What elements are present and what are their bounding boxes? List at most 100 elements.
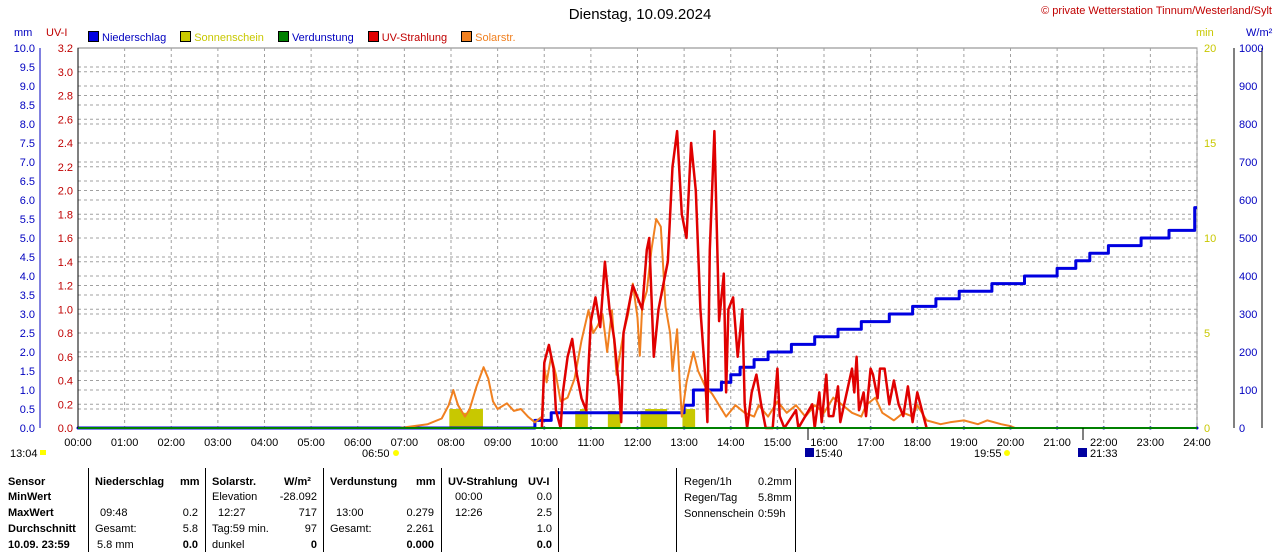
mm-tick-label: 2.5 <box>20 328 35 340</box>
verdunstung-cell: 13:00 <box>336 507 364 519</box>
uvi-tick-label: 1.6 <box>58 233 73 245</box>
legend-item: Niederschlag <box>88 31 167 44</box>
wm2-tick-label: 300 <box>1239 309 1257 321</box>
verdunstung-unit: mm <box>416 476 436 488</box>
mm-tick-label: 9.0 <box>20 81 35 93</box>
uv-cell: 2.5 <box>536 507 552 519</box>
sunshine-bar <box>474 409 483 428</box>
unit-wm2: W/m² <box>1246 27 1273 39</box>
legend-swatch <box>461 31 473 42</box>
uvi-tick-label: 2.8 <box>58 91 73 103</box>
solar-cell: -28.092 <box>279 491 317 503</box>
summary-label: Regen/Tag <box>684 492 738 504</box>
legend-item: Solarstr. <box>461 31 516 44</box>
uv-cell: 0.0 <box>536 539 552 551</box>
mm-tick-label: 6.5 <box>20 176 35 188</box>
sensor-header: Sensor <box>8 476 46 488</box>
x-tick-label: 04:00 <box>251 437 279 449</box>
uvi-tick-label: 2.0 <box>58 186 73 198</box>
uv-cell: 00:00 <box>455 491 483 503</box>
min-tick-label: 0 <box>1204 423 1210 435</box>
mm-tick-label: 5.5 <box>20 214 35 226</box>
sunshine-bar <box>654 409 663 428</box>
mm-tick-label: 3.5 <box>20 290 35 302</box>
wm2-tick-label: 100 <box>1239 385 1257 397</box>
unit-min: min <box>1196 27 1214 39</box>
legend-label: UV-Strahlung <box>381 32 448 44</box>
x-tick-label: 12:00 <box>624 437 652 449</box>
tick-labels: 00:00 01:00 02:00 03:00 04:00 05:00 06:00 07:00… <box>14 43 1264 449</box>
summary-label: Regen/1h <box>684 476 732 488</box>
verdunstung-cell: 0.279 <box>406 507 434 519</box>
x-tick-label: 24:00 <box>1183 437 1211 449</box>
sun-icon <box>40 450 46 455</box>
chart-grid <box>77 47 1198 429</box>
x-tick-label: 21:00 <box>1043 437 1071 449</box>
uvi-tick-label: 0.6 <box>58 352 73 364</box>
niederschlag-cell: 09:48 <box>100 507 128 519</box>
chart-title: Dienstag, 10.09.2024 <box>568 6 712 23</box>
sunshine-bar <box>575 410 584 428</box>
x-tick-label: 18:00 <box>903 437 931 449</box>
table-divider <box>205 468 206 552</box>
table-divider <box>676 468 677 552</box>
wm2-tick-label: 1000 <box>1239 43 1263 55</box>
wm2-tick-label: 700 <box>1239 157 1257 169</box>
x-tick-label: 05:00 <box>297 437 325 449</box>
series-line-solarstr <box>399 218 1016 429</box>
series-line-uvstrahlung <box>540 129 928 430</box>
uv-header: UV-Strahlung <box>448 476 518 488</box>
sunrise-icon <box>393 450 399 456</box>
niederschlag-cell: 5.8 <box>182 523 198 535</box>
chart-legend: Niederschlag Sonnenschein Verdunstung UV-St… <box>88 31 530 44</box>
verdunstung-cell: Gesamt: <box>330 523 372 535</box>
wm2-tick-label: 400 <box>1239 271 1257 283</box>
x-tick-label: 22:00 <box>1090 437 1118 449</box>
niederschlag-cell: 0.0 <box>182 539 198 551</box>
legend-label: Verdunstung <box>291 32 354 44</box>
legend-swatch <box>367 31 379 42</box>
legend-item: UV-Strahlung <box>367 31 448 44</box>
uvi-tick-label: 1.2 <box>58 281 73 293</box>
sunshine-bar <box>659 409 668 428</box>
legend-swatch <box>277 31 289 42</box>
mm-tick-label: 4.0 <box>20 271 35 283</box>
marker-sunrise: 06:50 <box>362 448 390 460</box>
mm-tick-label: 7.5 <box>20 138 35 150</box>
credit-text: © private Wetterstation Tinnum/Westerlan… <box>1041 5 1272 17</box>
sunshine-bar <box>682 409 691 428</box>
sunshine-bar <box>687 409 696 428</box>
solar-unit: W/m² <box>284 476 311 488</box>
sensor-row-label: MaxWert <box>8 507 54 519</box>
uvi-tick-label: 0.2 <box>58 399 73 411</box>
x-tick-label: 07:00 <box>391 437 419 449</box>
sunset-icon <box>1004 450 1010 456</box>
unit-mm: mm <box>14 27 33 39</box>
verdunstung-cell: 0.000 <box>406 539 434 551</box>
solar-cell: Tag:59 min. <box>212 523 269 535</box>
solar-header: Solarstr. <box>212 476 257 488</box>
sunshine-bar <box>649 409 658 428</box>
mm-tick-label: 6.0 <box>20 195 35 207</box>
mm-tick-label: 7.0 <box>20 157 35 169</box>
legend-label: Sonnenschein <box>194 32 264 44</box>
mm-tick-label: 8.5 <box>20 100 35 112</box>
summary-value: 0.2mm <box>758 476 792 488</box>
x-tick-label: 01:00 <box>111 437 139 449</box>
min-tick-label: 15 <box>1204 138 1216 150</box>
x-tick-label: 15:00 <box>764 437 792 449</box>
x-tick-label: 16:00 <box>810 437 838 449</box>
x-tick-label: 17:00 <box>857 437 885 449</box>
wm2-tick-label: 500 <box>1239 233 1257 245</box>
legend-item: Sonnenschein <box>180 31 264 44</box>
unit-uvi: UV-I <box>46 27 68 39</box>
uvi-tick-label: 0.0 <box>58 423 73 435</box>
x-tick-label: 10:00 <box>530 437 558 449</box>
sunshine-bar <box>612 412 621 428</box>
niederschlag-cell: 5.8 mm <box>97 539 134 551</box>
sensor-row-label: Durchschnitt <box>8 523 76 535</box>
uvi-tick-label: 0.4 <box>58 376 73 388</box>
legend-label: Niederschlag <box>102 32 167 44</box>
mm-tick-label: 8.0 <box>20 119 35 131</box>
uvi-tick-label: 2.2 <box>58 162 73 174</box>
